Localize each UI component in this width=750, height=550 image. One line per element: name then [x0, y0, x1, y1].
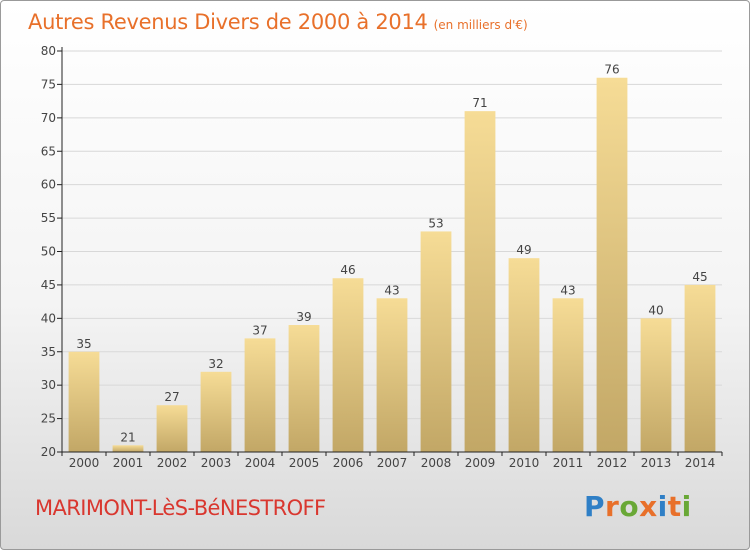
y-tick-label: 50 [41, 245, 56, 259]
x-tick-label-2013: 2013 [641, 456, 672, 470]
data-label-2012: 76 [604, 63, 619, 77]
x-tick-label-2007: 2007 [377, 456, 408, 470]
x-tick-label-2014: 2014 [685, 456, 716, 470]
data-label-2013: 40 [648, 303, 663, 317]
x-tick-label-2001: 2001 [113, 456, 144, 470]
x-axis-ticks: 2000 2001 2002 2003 2004 2005 2006 2007 2008 2009… [69, 452, 723, 470]
bar-2010 [508, 258, 540, 452]
data-label-2001: 21 [120, 430, 135, 444]
chart-title-unit: (en milliers d'€) [433, 18, 528, 32]
y-tick-label: 30 [41, 378, 56, 392]
proxiti-logo: Proxiti [584, 490, 692, 523]
data-label-2011: 43 [560, 283, 575, 297]
bar-2003 [200, 371, 232, 452]
data-label-2005: 39 [296, 310, 311, 324]
y-tick-label: 60 [41, 178, 56, 192]
x-tick-label-2003: 2003 [201, 456, 232, 470]
data-label-2010: 49 [516, 243, 531, 257]
bar-2009 [464, 111, 496, 453]
data-labels: 35 21 27 32 37 39 46 43 53 71 49 43 76 40 45 [76, 63, 707, 445]
town-name: MARIMONT-LèS-BéNESTROFF [35, 496, 326, 520]
chart-title-text: Autres Revenus Divers de 2000 à 2014 [28, 10, 428, 34]
y-tick-label: 45 [41, 278, 56, 292]
bar-2013 [640, 318, 672, 452]
y-tick-label: 35 [41, 345, 56, 359]
x-tick-label-2002: 2002 [157, 456, 188, 470]
x-tick-label-2010: 2010 [509, 456, 540, 470]
y-tick-label: 80 [41, 44, 56, 58]
bar-2004 [244, 338, 276, 452]
y-tick-label: 20 [41, 445, 56, 459]
x-tick-label-2008: 2008 [421, 456, 452, 470]
data-label-2006: 46 [340, 263, 355, 277]
data-label-2002: 27 [164, 390, 179, 404]
y-axis-ticks: 20 25 30 35 40 45 50 55 60 65 70 75 80 [41, 44, 62, 459]
y-tick-label: 65 [41, 144, 56, 158]
bar-2007 [376, 298, 408, 452]
logo-letter: P [584, 490, 606, 523]
x-tick-label-2012: 2012 [597, 456, 628, 470]
x-tick-label-2004: 2004 [245, 456, 276, 470]
bar-2000 [68, 351, 100, 452]
y-tick-label: 70 [41, 111, 56, 125]
data-label-2008: 53 [428, 216, 443, 230]
bar-2014 [684, 284, 716, 452]
logo-letter: i [681, 490, 692, 523]
logo-letter: o [619, 490, 640, 523]
logo-letter: t [667, 490, 682, 523]
data-label-2009: 71 [472, 96, 487, 110]
x-tick-label-2006: 2006 [333, 456, 364, 470]
logo-letter: r [605, 490, 620, 523]
bar-2005 [288, 325, 320, 452]
data-label-2003: 32 [208, 357, 223, 371]
data-label-2004: 37 [252, 323, 267, 337]
logo-letter: i [657, 490, 668, 523]
y-tick-label: 25 [41, 412, 56, 426]
data-label-2014: 45 [692, 270, 707, 284]
y-tick-label: 40 [41, 311, 56, 325]
chart-bars [68, 77, 716, 453]
data-label-2000: 35 [76, 337, 91, 351]
bar-2002 [156, 405, 188, 452]
bar-2006 [332, 278, 364, 452]
x-tick-label-2009: 2009 [465, 456, 496, 470]
bar-2001 [112, 445, 144, 452]
bar-2008 [420, 231, 452, 452]
logo-letter: x [639, 490, 658, 523]
data-label-2007: 43 [384, 283, 399, 297]
x-tick-label-2005: 2005 [289, 456, 320, 470]
y-tick-label: 55 [41, 211, 56, 225]
bar-2011 [552, 298, 584, 452]
chart-title: Autres Revenus Divers de 2000 à 2014 (en … [28, 10, 528, 34]
y-tick-label: 75 [41, 77, 56, 91]
bar-2012 [596, 77, 628, 452]
x-tick-label-2011: 2011 [553, 456, 584, 470]
x-tick-label-2000: 2000 [69, 456, 100, 470]
